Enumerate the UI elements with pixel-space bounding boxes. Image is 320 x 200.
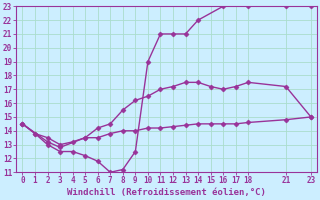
X-axis label: Windchill (Refroidissement éolien,°C): Windchill (Refroidissement éolien,°C): [67, 188, 266, 197]
